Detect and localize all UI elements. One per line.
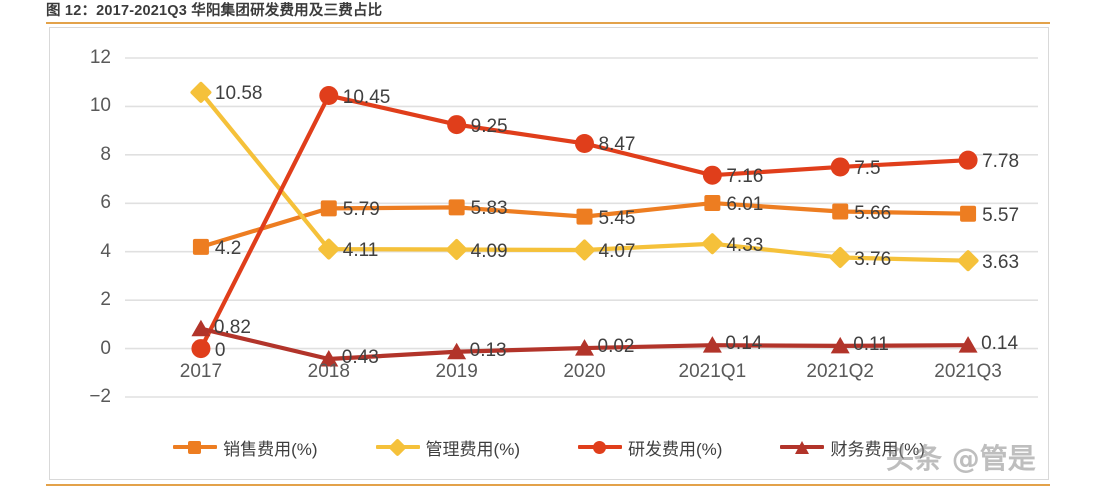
legend-label: 财务费用(%) [830,439,925,459]
data-point-label: 0.43 [341,346,379,368]
data-point-label: 6.01 [726,194,764,216]
y-tick-label: 4 [100,240,111,262]
data-point-label: 4.09 [470,240,508,262]
y-tick-label: 10 [89,95,111,117]
data-point-label: 0.82 [213,316,251,338]
data-point-label: 8.47 [598,134,636,156]
data-point-label: 3.63 [982,251,1020,273]
data-point-label: 0.02 [597,336,635,358]
data-point-label: 0 [214,339,226,361]
data-point-label: 0.13 [469,339,507,361]
x-tick-label: 2021Q2 [806,361,875,382]
data-point-label: 4.07 [598,241,636,263]
data-point-label: 9.25 [470,115,508,137]
data-point-label: 5.79 [342,199,380,221]
data-point-label: 10.58 [214,83,263,105]
legend-square-icon [173,438,218,456]
data-point-label: 5.83 [470,198,508,220]
data-point-label: 0.14 [981,333,1019,355]
y-tick-label: 2 [100,289,111,311]
watermark: 头条 @管是 [886,442,1036,475]
data-point-label: 4.2 [214,237,242,259]
data-point-label: 4.33 [726,234,764,256]
legend-label: 管理费用(%) [425,439,520,459]
data-point-label: 10.45 [342,86,391,108]
x-tick-label: 2018 [307,361,350,382]
x-tick-label: 2021Q1 [678,361,747,382]
legend-item-3[interactable]: 财务费用(%) [780,435,925,460]
title-divider-top [46,22,1050,24]
data-point-label: 3.76 [854,248,892,270]
data-point-label: 5.57 [982,204,1020,226]
x-tick-label: 2021Q3 [934,361,1002,382]
chart-card [49,27,1049,480]
y-tick-label: 6 [100,192,111,214]
data-point-label: 0.14 [725,333,763,355]
legend-triangle-icon [780,438,825,456]
legend-circle-icon [578,438,622,456]
legend-label: 研发费用(%) [628,439,723,459]
legend-item-1[interactable]: 管理费用(%) [375,435,520,460]
legend-item-2[interactable]: 研发费用(%) [578,435,722,460]
data-point-label: 5.66 [854,202,892,224]
data-point-label: 4.11 [342,240,379,262]
legend-diamond-icon [375,438,420,457]
data-point-label: 7.5 [854,157,881,179]
data-point-label: 5.45 [598,207,636,229]
y-tick-label: 8 [100,143,111,165]
legend-item-0[interactable]: 销售费用(%) [173,435,318,460]
x-tick-label: 2019 [435,361,478,382]
data-point-label: 0.11 [853,333,889,355]
y-tick-label: 0 [100,337,111,359]
y-tick-label: −2 [89,386,111,407]
x-tick-label: 2017 [179,361,223,382]
data-point-label: 7.78 [982,151,1020,173]
data-point-label: 7.16 [726,166,764,188]
divider-bottom [46,484,1050,486]
y-tick-label: 12 [89,47,111,68]
chart-legend: 销售费用(%) 管理费用(%) 研发费用(%) 财务费用(%) [49,432,1049,462]
x-tick-label: 2020 [563,361,606,382]
figure-title: 图 12：2017-2021Q3 华阳集团研发费用及三费占比 [46,3,383,19]
legend-label: 销售费用(%) [223,439,318,459]
